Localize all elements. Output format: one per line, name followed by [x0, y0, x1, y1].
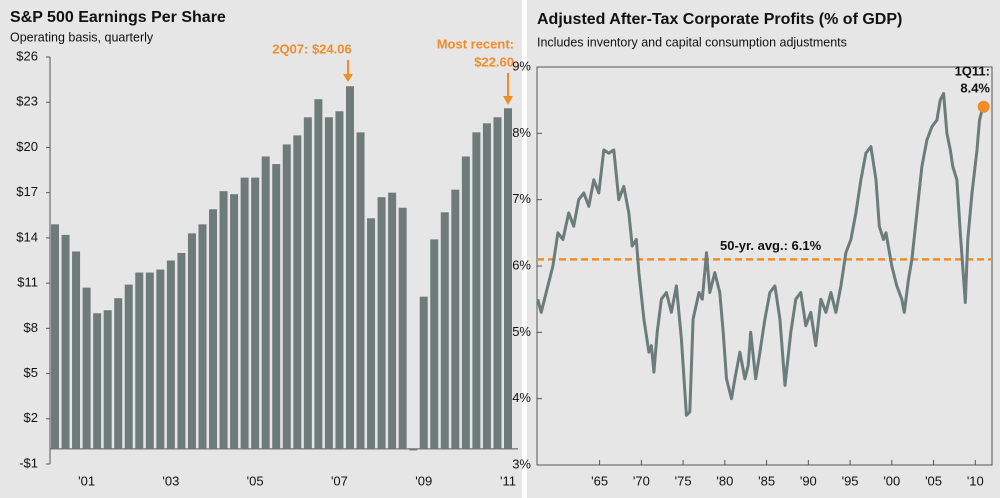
line-series	[536, 92, 986, 417]
bar	[314, 99, 323, 449]
x-tick-label: '11	[500, 473, 516, 488]
x-tick-label: '07	[331, 473, 348, 488]
y-tick-label: 4%	[512, 390, 531, 405]
y-tick-label: -$1	[19, 455, 38, 470]
bar	[504, 108, 512, 449]
chart-subtitle: Includes inventory and capital consumpti…	[537, 35, 847, 49]
bar	[251, 177, 260, 449]
y-tick-label: 3%	[512, 456, 531, 471]
bar	[430, 239, 439, 449]
x-tick-label: '00	[883, 473, 900, 488]
x-tick-label: '01	[78, 473, 95, 488]
bar	[409, 448, 418, 451]
y-tick-label: $23	[16, 94, 38, 109]
y-tick-label: $14	[16, 229, 38, 244]
bar	[440, 212, 449, 449]
bar	[93, 313, 102, 449]
bar	[61, 234, 70, 449]
bar	[166, 260, 175, 449]
y-tick-label: 8%	[512, 125, 531, 140]
y-tick-label: 5%	[512, 324, 531, 339]
annotation: Most recent:	[437, 36, 514, 51]
x-tick-label: '05	[247, 473, 264, 488]
bar	[72, 251, 81, 449]
annotation: $22.60	[474, 54, 514, 69]
bar	[461, 156, 470, 449]
bar	[419, 296, 428, 449]
x-tick-label: '75	[675, 473, 692, 488]
y-tick-label: $8	[24, 320, 38, 335]
bar	[303, 117, 312, 449]
bar	[345, 86, 354, 449]
x-tick-label: '80	[716, 473, 733, 488]
y-tick-label: $17	[16, 184, 38, 199]
bar	[187, 233, 196, 449]
bar	[82, 287, 91, 449]
x-tick-label: '03	[162, 473, 179, 488]
y-tick-label: 6%	[512, 257, 531, 272]
bar	[335, 111, 344, 449]
bar	[367, 218, 376, 449]
last-point	[977, 100, 990, 113]
annotation-arrowhead	[343, 74, 353, 82]
x-tick-label: '95	[842, 473, 859, 488]
bar	[293, 135, 302, 449]
bar	[124, 284, 133, 449]
bar	[398, 207, 407, 449]
bar	[51, 224, 59, 449]
bar	[472, 132, 481, 449]
bar	[282, 144, 291, 449]
bar	[272, 164, 281, 449]
bar	[240, 177, 249, 449]
chart-title: Adjusted After-Tax Corporate Profits (% …	[537, 11, 902, 28]
y-tick-label: $20	[16, 139, 38, 154]
bar	[103, 310, 112, 449]
bar	[114, 298, 123, 449]
bar	[135, 272, 144, 449]
annotation: 2Q07: $24.06	[272, 41, 352, 56]
y-tick-label: $2	[24, 410, 38, 425]
last-point-label: 1Q11:	[955, 63, 990, 78]
bar	[177, 252, 186, 449]
bar	[156, 269, 165, 449]
y-tick-label: 9%	[512, 58, 531, 73]
bar	[219, 191, 228, 449]
bar	[388, 192, 397, 449]
bar	[324, 117, 333, 449]
bar	[493, 117, 502, 449]
bar	[145, 272, 154, 449]
bar	[198, 224, 207, 449]
right-panel	[527, 0, 1000, 498]
bar	[230, 194, 239, 449]
x-tick-label: '05	[925, 473, 942, 488]
bar	[356, 132, 365, 449]
bar	[209, 209, 218, 449]
x-tick-label: '09	[415, 473, 432, 488]
bar	[377, 197, 386, 449]
x-tick-label: '90	[800, 473, 817, 488]
x-tick-label: '70	[633, 473, 650, 488]
annotation-arrowhead	[503, 96, 513, 105]
y-tick-label: $11	[17, 275, 38, 290]
x-tick-label: '85	[758, 473, 775, 488]
x-tick-label: '65	[591, 473, 608, 488]
chart-subtitle: Operating basis, quarterly	[10, 30, 154, 44]
chart-title: S&P 500 Earnings Per Share	[10, 9, 226, 26]
bar	[482, 123, 491, 449]
bar	[261, 156, 270, 449]
y-tick-label: $5	[24, 365, 38, 380]
reference-label: 50-yr. avg.: 6.1%	[720, 238, 822, 253]
y-tick-label: 7%	[512, 191, 531, 206]
bar	[451, 189, 460, 449]
y-tick-label: $26	[16, 48, 38, 63]
last-point-label: 8.4%	[960, 80, 990, 95]
x-tick-label: '10	[967, 473, 984, 488]
